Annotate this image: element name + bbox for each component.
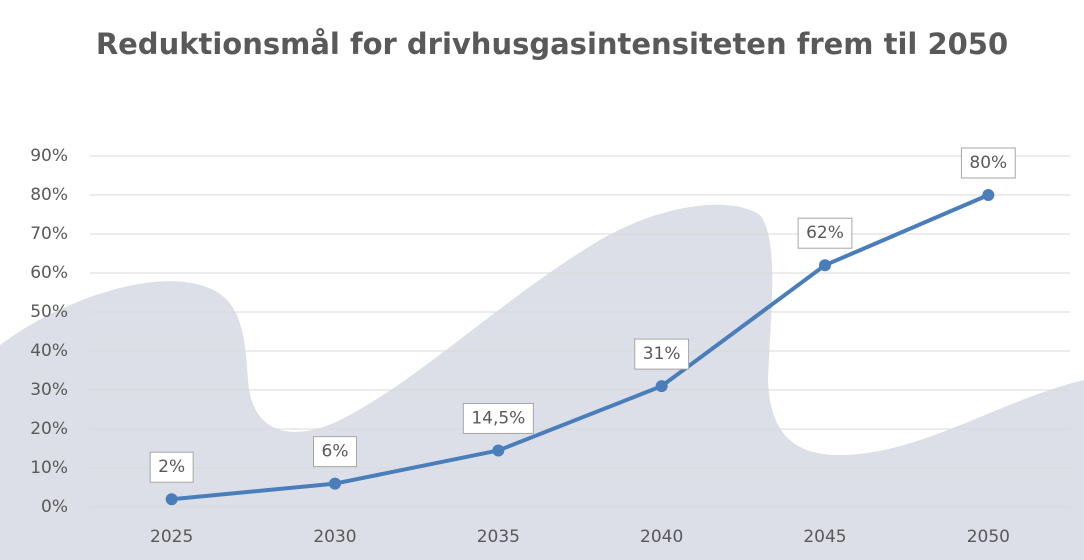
y-tick-label: 40%: [30, 341, 68, 361]
data-label: 2%: [158, 457, 185, 477]
data-label: 80%: [969, 153, 1007, 173]
x-tick-label: 2025: [150, 527, 193, 547]
y-tick-label: 50%: [30, 302, 68, 322]
data-label: 14,5%: [471, 408, 525, 428]
marker: [819, 259, 831, 271]
marker: [492, 444, 504, 456]
x-tick-label: 2045: [803, 527, 846, 547]
y-tick-label: 70%: [30, 224, 68, 244]
y-tick-label: 80%: [30, 185, 68, 205]
data-label: 62%: [806, 223, 844, 243]
marker: [656, 380, 668, 392]
x-tick-label: 2050: [967, 527, 1010, 547]
y-tick-label: 0%: [41, 497, 68, 517]
data-label: 6%: [322, 442, 349, 462]
y-tick-label: 10%: [30, 458, 68, 478]
data-label: 31%: [643, 344, 681, 364]
marker: [166, 493, 178, 505]
chart: Reduktionsmål for drivhusgasintensiteten…: [0, 0, 1084, 560]
y-tick-label: 30%: [30, 380, 68, 400]
y-tick-label: 20%: [30, 419, 68, 439]
chart-title: Reduktionsmål for drivhusgasintensiteten…: [96, 27, 1008, 61]
x-tick-label: 2035: [477, 527, 520, 547]
y-tick-label: 60%: [30, 263, 68, 283]
x-tick-label: 2030: [313, 527, 356, 547]
x-tick-label: 2040: [640, 527, 683, 547]
marker: [982, 189, 994, 201]
y-tick-label: 90%: [30, 146, 68, 166]
marker: [329, 478, 341, 490]
